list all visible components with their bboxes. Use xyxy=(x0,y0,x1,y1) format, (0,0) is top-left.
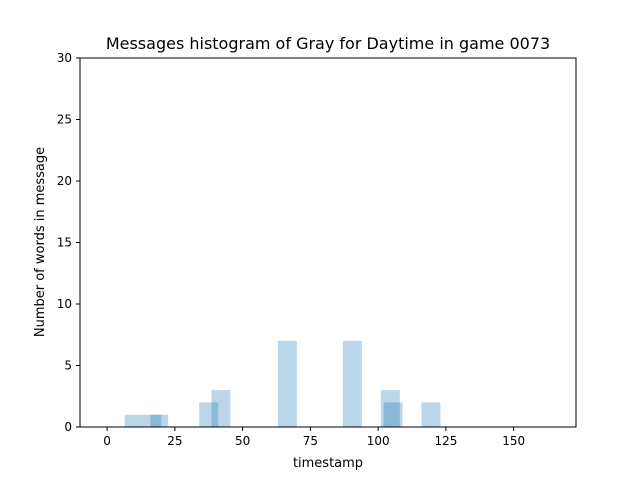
chart-title: Messages histogram of Gray for Daytime i… xyxy=(106,34,550,53)
histogram-bar-4 xyxy=(211,390,231,427)
y-tick-label-3: 15 xyxy=(57,236,72,250)
histogram-bar-2 xyxy=(150,414,162,427)
x-tick-label-0: 0 xyxy=(103,434,111,448)
x-tick-label-1: 25 xyxy=(167,434,182,448)
x-axis: 0 25 50 75 100 125 150 xyxy=(103,427,525,448)
y-tick-label-6: 30 xyxy=(57,51,72,65)
histogram-bar-9 xyxy=(421,402,441,427)
y-axis: 0 5 10 15 20 25 30 xyxy=(57,51,80,434)
x-tick-label-5: 125 xyxy=(434,434,457,448)
histogram-bar-1 xyxy=(146,414,169,427)
y-tick-label-4: 20 xyxy=(57,174,72,188)
y-tick-label-5: 25 xyxy=(57,113,72,127)
histogram-bar-0 xyxy=(124,414,147,427)
x-tick-label-4: 100 xyxy=(367,434,390,448)
histogram-bar-3 xyxy=(199,402,219,427)
histogram-bar-7 xyxy=(380,390,400,427)
y-tick-label-0: 0 xyxy=(64,420,72,434)
y-tick-label-2: 10 xyxy=(57,297,72,311)
bars-layer xyxy=(124,340,441,427)
histogram-bar-8 xyxy=(383,402,403,427)
x-axis-label: timestamp xyxy=(293,456,363,471)
y-tick-label-1: 5 xyxy=(64,359,72,373)
x-tick-label-3: 75 xyxy=(303,434,318,448)
x-tick-label-2: 50 xyxy=(235,434,250,448)
y-axis-label: Number of words in message xyxy=(33,147,48,337)
histogram-bar-5 xyxy=(277,340,297,427)
x-tick-label-6: 150 xyxy=(502,434,525,448)
histogram-bar-6 xyxy=(342,340,362,427)
